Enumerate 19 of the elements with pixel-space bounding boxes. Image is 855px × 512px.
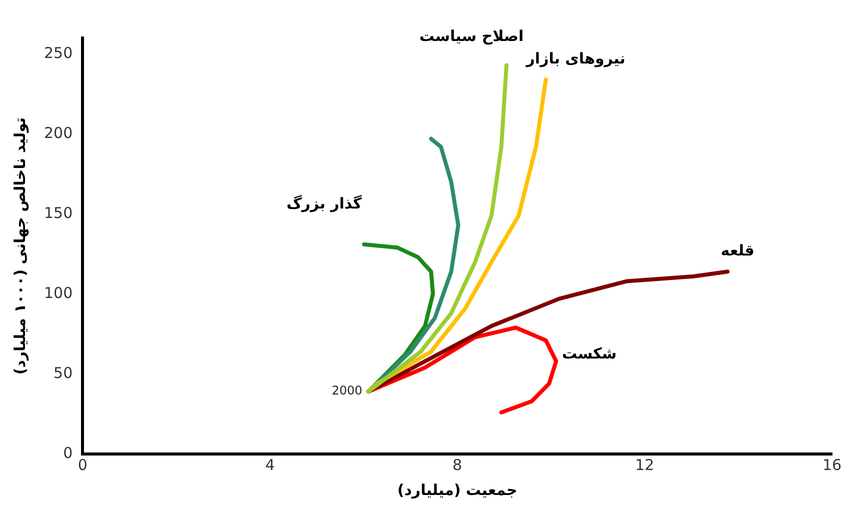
- y-axis-title: تولید ناخالص جهانی (۱۰۰۰ میلیارد): [10, 117, 29, 375]
- x-tick-label: 0: [78, 456, 88, 474]
- annotation: 2000: [332, 384, 362, 398]
- y-tick-label: 250: [44, 44, 73, 62]
- y-tick-label: 200: [44, 124, 73, 142]
- y-tick-label: 0: [63, 444, 73, 462]
- x-tick-label: 4: [265, 456, 275, 474]
- y-tick-label: 50: [54, 364, 73, 382]
- x-axis-title: جمعیت (میلیارد): [397, 480, 518, 499]
- y-tick-label: 100: [44, 284, 73, 302]
- x-tick-label: 12: [635, 456, 654, 474]
- series-label: نیروهای بازار: [525, 49, 626, 68]
- x-tick-label: 16: [822, 456, 842, 474]
- y-tick-label: 150: [44, 204, 73, 222]
- x-tick-label: 8: [452, 456, 462, 474]
- series-label: شکست: [562, 344, 617, 362]
- series-label: قلعه: [720, 241, 754, 260]
- text: گذار بزرگ: [286, 194, 362, 212]
- series-label: اصلاح سیاست: [419, 27, 524, 46]
